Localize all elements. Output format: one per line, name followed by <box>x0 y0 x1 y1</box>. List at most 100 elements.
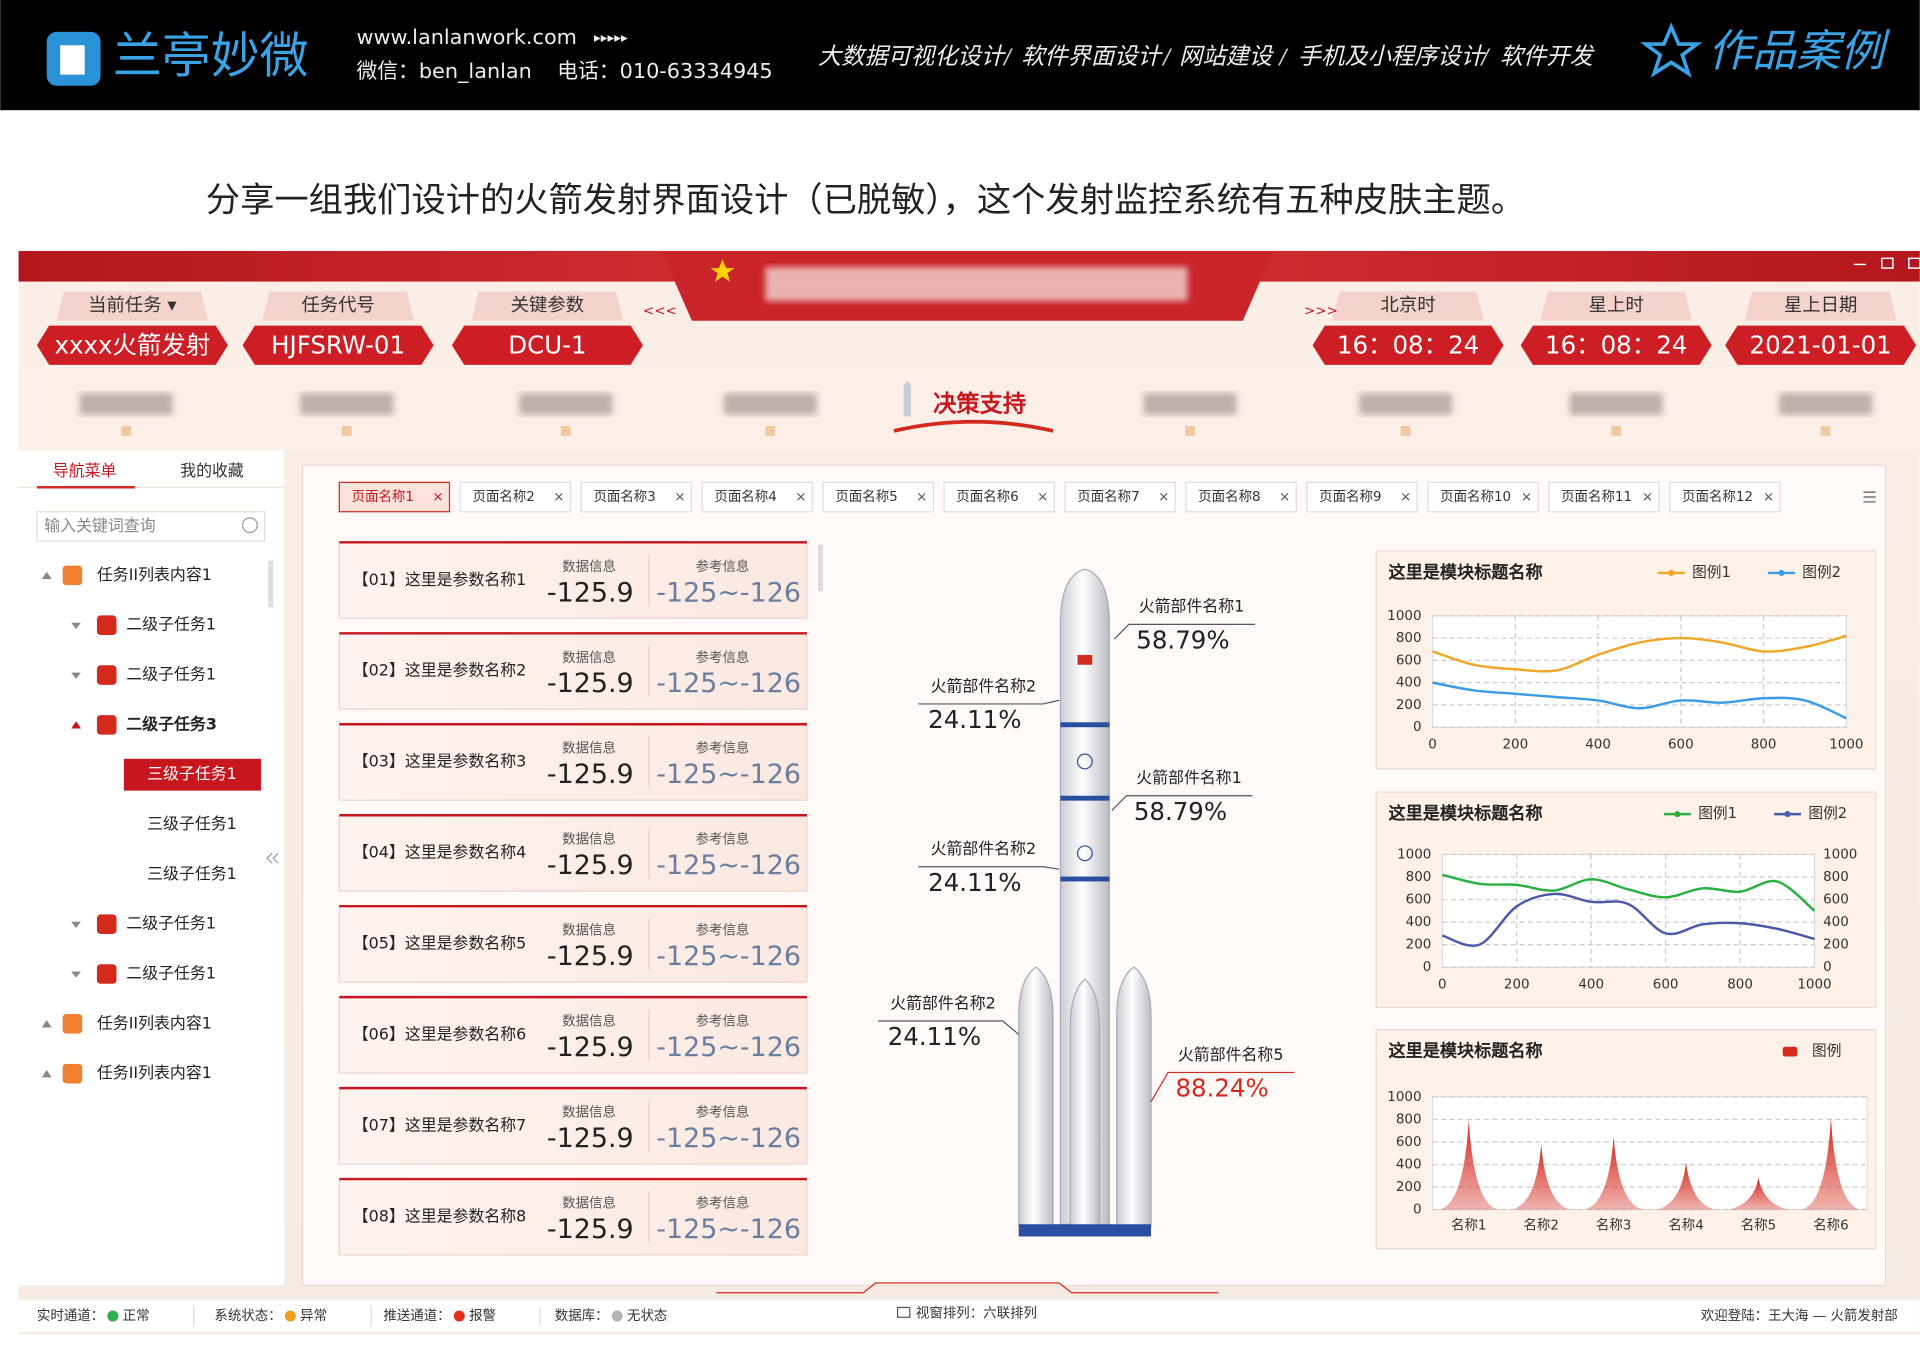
param-row <box>338 632 808 710</box>
tree-item[interactable]: 二级子任务3 <box>126 714 217 733</box>
param-name: 【04】这里是参数名称4 <box>353 843 527 862</box>
page-tab[interactable] <box>1669 481 1781 513</box>
tree-arrow[interactable] <box>71 672 82 679</box>
field-label: 星上时 <box>1589 295 1644 316</box>
status-dot <box>107 1310 119 1322</box>
tab-close[interactable]: × <box>1642 490 1653 505</box>
y-tick-label: 1000 <box>1387 1090 1421 1105</box>
page-tab-label[interactable]: 页面名称10 <box>1440 489 1511 505</box>
y-tick-label: 0 <box>1413 720 1422 735</box>
tree-arrow[interactable] <box>71 622 82 629</box>
page-tab[interactable] <box>943 481 1055 513</box>
tree-arrow[interactable] <box>41 571 52 580</box>
bottom-decor <box>716 1282 1219 1294</box>
tab-close[interactable]: × <box>1279 490 1290 505</box>
tree-item[interactable]: 任务II列表内容1 <box>97 1013 212 1032</box>
tab-close[interactable]: × <box>674 490 685 505</box>
tab-close[interactable]: × <box>1158 490 1169 505</box>
nav-item-blurred[interactable] <box>1359 392 1453 416</box>
param-ref-value: -125~-126 <box>656 577 801 608</box>
tab-close[interactable]: × <box>1763 490 1774 505</box>
nav-item-icon <box>560 426 571 436</box>
param-data-label: 数据信息 <box>562 1013 616 1030</box>
nav-item-blurred[interactable] <box>723 392 817 416</box>
tree-arrow[interactable] <box>41 1069 52 1078</box>
tab-close[interactable]: × <box>916 490 927 505</box>
nav-item-blurred[interactable] <box>1143 392 1237 416</box>
status-state: 无状态 <box>627 1308 667 1324</box>
page-tab[interactable] <box>1427 481 1539 513</box>
page-tab[interactable] <box>1306 481 1418 513</box>
param-data-value: -125.9 <box>547 577 634 608</box>
tab-close[interactable]: × <box>795 490 806 505</box>
tree-arrow[interactable] <box>71 971 82 978</box>
search-icon[interactable] <box>241 517 258 534</box>
tab-close[interactable]: × <box>432 490 443 505</box>
legend-label[interactable]: 图例1 <box>1698 805 1737 822</box>
page-tab[interactable] <box>338 481 451 513</box>
page-tab-label[interactable]: 页面名称11 <box>1561 489 1632 505</box>
page-tab[interactable] <box>459 481 572 513</box>
legend-label[interactable]: 图例2 <box>1802 564 1841 581</box>
nav-active[interactable]: 决策支持 <box>933 391 1026 418</box>
page-tab-label[interactable]: 页面名称3 <box>593 489 655 505</box>
tree-item[interactable]: 任务II列表内容1 <box>97 565 212 584</box>
nav-item-blurred[interactable] <box>79 392 173 416</box>
page-tab[interactable] <box>701 481 813 513</box>
param-name: 【02】这里是参数名称2 <box>353 661 527 680</box>
nav-item-blurred[interactable] <box>300 392 394 416</box>
tree-item[interactable]: 二级子任务1 <box>126 665 216 684</box>
peak <box>1512 1144 1571 1210</box>
tree-item[interactable]: 任务II列表内容1 <box>97 1063 212 1082</box>
tab-menu[interactable] <box>1863 491 1876 503</box>
page-tab-label[interactable]: 页面名称12 <box>1682 489 1753 505</box>
tab-close[interactable]: × <box>1521 490 1532 505</box>
nav-item-blurred[interactable] <box>1779 392 1873 416</box>
param-data-value: -125.9 <box>547 1214 634 1245</box>
layout-icon[interactable] <box>896 1306 911 1318</box>
tree-item[interactable]: 三级子任务1 <box>147 814 237 833</box>
nav-item-blurred[interactable] <box>519 392 613 416</box>
page-tab-label[interactable]: 页面名称9 <box>1319 489 1381 505</box>
page-tab-label[interactable]: 页面名称8 <box>1198 489 1260 505</box>
tree-item[interactable]: 二级子任务1 <box>126 963 216 982</box>
tree-item[interactable]: 三级子任务1 <box>147 864 237 883</box>
peak <box>1584 1136 1643 1210</box>
nav-item-blurred[interactable] <box>1569 392 1663 416</box>
param-row <box>338 1178 808 1256</box>
page-tab[interactable] <box>1185 481 1297 513</box>
tree-item[interactable]: 二级子任务1 <box>126 914 216 933</box>
tree-arrow[interactable] <box>71 921 82 928</box>
status-state: 报警 <box>469 1308 496 1324</box>
collapse-icon[interactable] <box>266 852 279 864</box>
page-tab[interactable] <box>580 481 693 513</box>
service-link: 软件开发 <box>1500 43 1596 70</box>
legend-label[interactable]: 图例1 <box>1692 564 1731 581</box>
tab-close[interactable]: × <box>553 490 564 505</box>
legend-label[interactable]: 图例2 <box>1808 805 1847 822</box>
y-tick-label: 200 <box>1406 938 1432 953</box>
page-tab-label[interactable]: 页面名称5 <box>835 489 897 505</box>
window-layout[interactable]: 视窗排列：六联排列 <box>916 1305 1037 1322</box>
page-tab-label[interactable]: 页面名称1 <box>352 489 414 505</box>
tree-icon <box>62 1014 83 1034</box>
page-tab-label[interactable]: 页面名称6 <box>956 489 1018 505</box>
page-tab[interactable] <box>1548 481 1660 513</box>
search-box[interactable] <box>36 511 266 542</box>
search-placeholder[interactable]: 输入关键词查询 <box>44 516 155 535</box>
series-line <box>1432 634 1847 673</box>
tab-close[interactable]: × <box>1037 490 1048 505</box>
page-tab-label[interactable]: 页面名称7 <box>1077 489 1139 505</box>
param-name: 【05】这里是参数名称5 <box>353 934 527 953</box>
page-tab-label[interactable]: 页面名称4 <box>714 489 776 505</box>
y-tick-label: 400 <box>1406 915 1432 930</box>
page-tab-label[interactable]: 页面名称2 <box>473 489 535 505</box>
page-tab[interactable] <box>1064 481 1176 513</box>
legend-label[interactable]: 图例 <box>1812 1043 1841 1060</box>
tab-close[interactable]: × <box>1400 490 1411 505</box>
tree-arrow[interactable] <box>71 721 82 729</box>
tree-arrow[interactable] <box>41 1020 52 1028</box>
tree-item[interactable]: 二级子任务1 <box>126 615 216 634</box>
page-tab[interactable] <box>822 481 934 513</box>
tree-item[interactable]: 三级子任务1 <box>147 764 237 783</box>
